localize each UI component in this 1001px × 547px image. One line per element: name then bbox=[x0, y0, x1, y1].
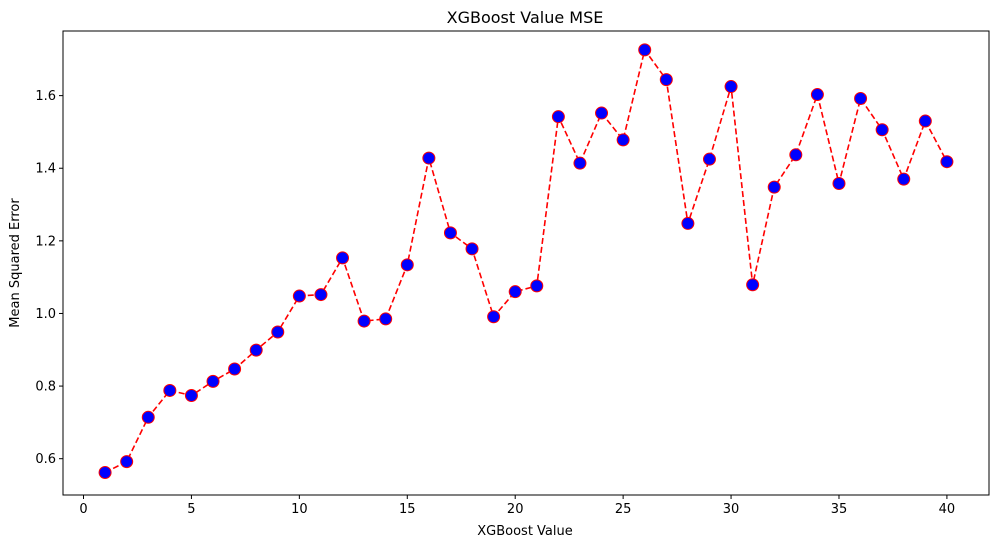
data-point bbox=[508, 285, 522, 299]
data-point bbox=[271, 325, 285, 339]
data-point bbox=[400, 258, 414, 272]
data-point bbox=[681, 216, 695, 230]
data-point bbox=[292, 289, 306, 303]
data-point bbox=[163, 383, 177, 397]
data-point bbox=[659, 73, 673, 87]
data-point bbox=[465, 242, 479, 256]
data-point bbox=[141, 410, 155, 424]
data-point bbox=[918, 114, 932, 128]
data-point bbox=[638, 43, 652, 57]
data-point bbox=[487, 310, 501, 324]
data-point bbox=[810, 88, 824, 102]
x-axis-label: XGBoost Value bbox=[477, 524, 573, 539]
data-point bbox=[336, 251, 350, 265]
data-point bbox=[595, 106, 609, 120]
data-point bbox=[875, 123, 889, 137]
data-point bbox=[379, 312, 393, 326]
data-point bbox=[422, 151, 436, 165]
data-point bbox=[897, 172, 911, 186]
data-point bbox=[573, 156, 587, 170]
x-tick-label: 40 bbox=[939, 502, 956, 517]
data-point bbox=[184, 389, 198, 403]
y-tick-label: 1.0 bbox=[35, 307, 56, 322]
data-point bbox=[832, 176, 846, 190]
series-markers bbox=[98, 43, 954, 479]
data-point bbox=[443, 226, 457, 240]
data-point bbox=[314, 288, 328, 302]
data-point bbox=[767, 180, 781, 194]
data-point bbox=[616, 133, 630, 147]
data-point bbox=[746, 278, 760, 292]
y-tick-label: 0.6 bbox=[35, 452, 56, 467]
data-point bbox=[854, 92, 868, 106]
x-tick-label: 30 bbox=[723, 502, 740, 517]
y-tick-label: 1.2 bbox=[35, 234, 56, 249]
y-axis-label: Mean Squared Error bbox=[8, 198, 23, 328]
series-line bbox=[104, 48, 948, 474]
data-point bbox=[789, 148, 803, 162]
x-tick-label: 35 bbox=[831, 502, 848, 517]
x-tick-label: 20 bbox=[507, 502, 524, 517]
data-point bbox=[120, 455, 134, 469]
y-tick-label: 0.8 bbox=[35, 380, 56, 395]
data-point bbox=[98, 465, 112, 479]
data-point bbox=[702, 152, 716, 166]
plot-area-frame bbox=[62, 30, 990, 496]
data-point bbox=[228, 362, 242, 376]
x-tick-label: 10 bbox=[291, 502, 308, 517]
x-axis: 0 5 10 15 20 25 30 35 40 bbox=[79, 495, 955, 517]
data-point bbox=[940, 155, 954, 169]
data-point bbox=[206, 374, 220, 388]
y-tick-label: 1.4 bbox=[35, 162, 56, 177]
x-tick-label: 25 bbox=[615, 502, 632, 517]
data-point bbox=[530, 279, 544, 293]
x-tick-label: 5 bbox=[187, 502, 195, 517]
data-point bbox=[724, 80, 738, 94]
y-tick-label: 1.6 bbox=[35, 89, 56, 104]
data-point bbox=[249, 343, 263, 357]
y-axis: 0.6 0.8 1.0 1.2 1.4 1.6 bbox=[35, 89, 63, 467]
data-point bbox=[551, 110, 565, 124]
x-tick-label: 0 bbox=[79, 502, 87, 517]
chart-title: XGBoost Value MSE bbox=[447, 8, 604, 27]
x-tick-label: 15 bbox=[399, 502, 416, 517]
data-point bbox=[357, 314, 371, 328]
